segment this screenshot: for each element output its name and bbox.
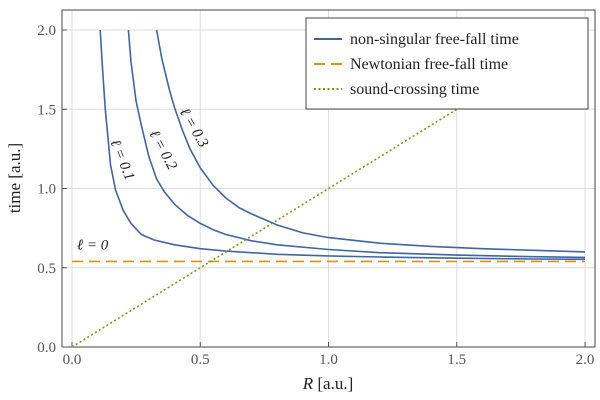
y-tick-label: 1.0	[37, 182, 56, 198]
curve-labels: ℓ = 0ℓ = 0.1 ℓ = 0.2ℓ = 0.3	[77, 105, 211, 253]
x-axis-label-variable: R	[302, 374, 314, 393]
series-line-2	[155, 29, 586, 253]
legend-box	[305, 17, 589, 110]
x-tick-label: 2.0	[576, 352, 595, 368]
curve-label: ℓ = 0.1	[107, 137, 138, 183]
legend-label-non-singular: non-singular free-fall time	[350, 31, 519, 48]
x-axis-label-unit: [a.u.]	[313, 374, 353, 393]
y-tick-label: 2.0	[37, 23, 56, 39]
x-axis-label: R [a.u.]	[302, 374, 354, 393]
series-line-4	[71, 108, 458, 348]
legend-label-newtonian: Newtonian free-fall time	[350, 56, 508, 73]
x-tick-label: 1.0	[319, 352, 338, 368]
y-axis-label: time [a.u.]	[5, 143, 24, 213]
series-line-1	[127, 29, 586, 259]
x-tick-label: 1.5	[447, 352, 466, 368]
x-tick-label: 0.0	[63, 352, 82, 368]
series-lines	[71, 29, 586, 348]
curve-label: ℓ = 0	[77, 238, 109, 254]
y-tick-label: 1.5	[37, 102, 56, 118]
x-tick-label: 0.5	[191, 352, 210, 368]
y-tick-label: 0.0	[37, 340, 56, 356]
legend-label-sound-crossing: sound-crossing time	[350, 81, 479, 98]
y-tick-label: 0.5	[37, 261, 56, 277]
axis-ticks: 0.0 0.5 1.0 1.5 2.0 0.0 0.5 1.0 1.5 2.0	[37, 23, 594, 368]
series-line-0	[99, 29, 586, 261]
legend: non-singular free-fall time Newtonian fr…	[305, 17, 589, 110]
curve-label: ℓ = 0.2	[146, 128, 180, 174]
